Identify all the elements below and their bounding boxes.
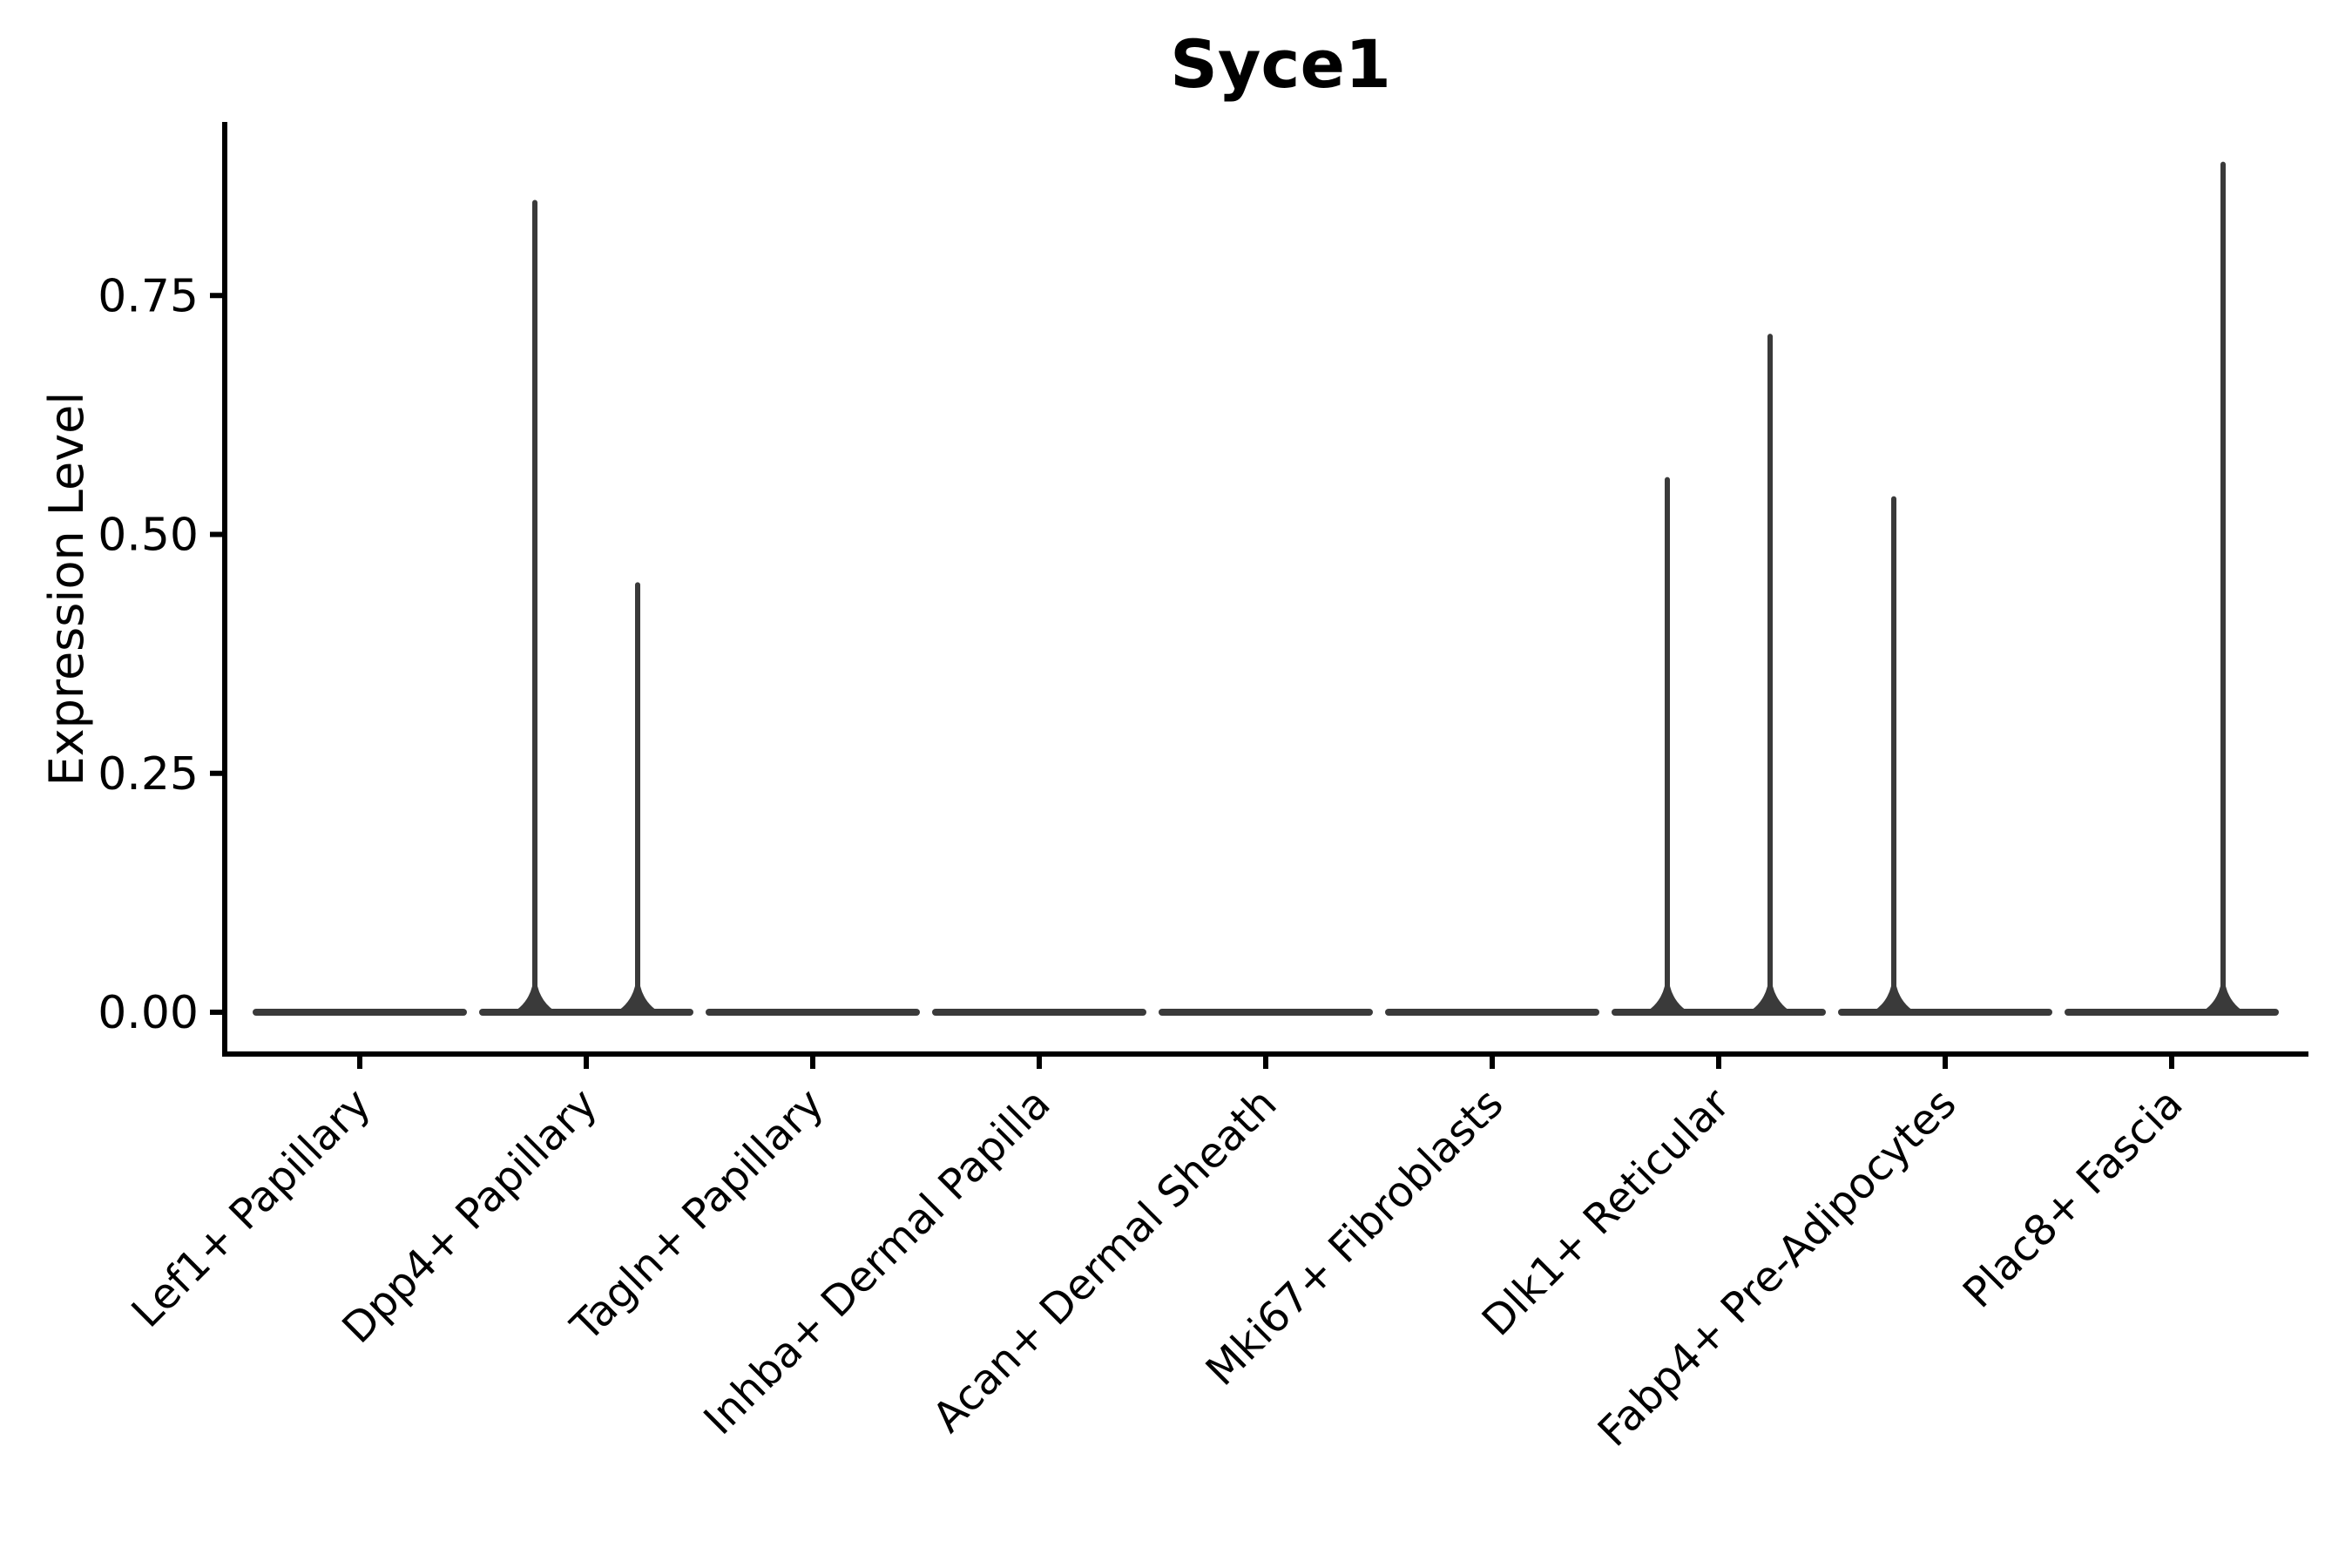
y-tick-label: 0.50: [98, 510, 199, 562]
y-tick-label: 0.75: [98, 270, 199, 322]
x-category-label: Plac8+ Fascia: [1954, 1079, 2193, 1318]
violin-series-group: [253, 161, 2279, 1016]
y-tick-label: 0.00: [98, 987, 199, 1039]
violin: [1838, 496, 2052, 1016]
violin: [2065, 161, 2279, 1016]
x-category-label: Tagln+ Papillary: [561, 1079, 833, 1351]
violin: [479, 199, 693, 1016]
chart-title: Syce1: [1170, 25, 1391, 103]
x-category-label: Dlk1+ Reticular: [1473, 1079, 1740, 1346]
y-axis-ticks-group: 0.00 0.25 0.50 0.75: [98, 270, 225, 1039]
y-tick-label: 0.25: [98, 748, 199, 801]
x-category-label: Fabp4+ Pre-Adipocytes: [1589, 1079, 1966, 1456]
x-category-label: Lef1+ Papillary: [123, 1079, 381, 1337]
y-axis-title: Expression Level: [39, 392, 94, 787]
violin: [1612, 334, 1826, 1016]
